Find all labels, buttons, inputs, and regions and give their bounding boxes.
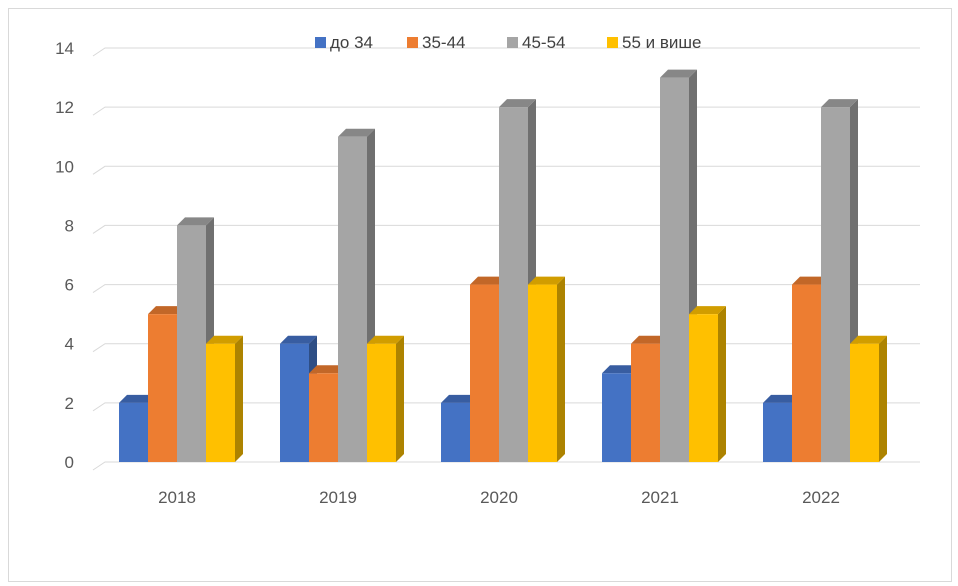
bar: [280, 335, 317, 462]
bar: [367, 335, 404, 462]
y-tick-label: 4: [65, 335, 74, 354]
x-tick-label: 2020: [480, 488, 518, 507]
legend-swatch: [607, 37, 618, 48]
y-tick-label: 2: [65, 394, 74, 413]
gridline: [92, 284, 920, 293]
legend-label: 45-54: [522, 33, 565, 52]
bar: [499, 99, 536, 463]
bars: [119, 69, 887, 463]
y-tick-label: 10: [55, 157, 74, 176]
y-axis: 0 2 4 6 8 10 12 14: [55, 39, 74, 472]
legend-item: до 34: [315, 33, 373, 52]
legend-item: 55 и више: [607, 33, 701, 52]
gridline: [92, 47, 920, 57]
legend-label: до 34: [330, 33, 373, 52]
y-tick-label: 12: [55, 98, 74, 117]
x-tick-label: 2019: [319, 488, 357, 507]
gridline: [92, 461, 920, 471]
gridline: [92, 106, 920, 116]
legend-label: 35-44: [422, 33, 465, 52]
legend-item: 35-44: [407, 33, 465, 52]
gridline: [92, 224, 920, 234]
bar: [528, 276, 565, 462]
x-tick-label: 2018: [158, 488, 196, 507]
legend-label: 55 и више: [622, 33, 701, 52]
legend-swatch: [407, 37, 418, 48]
x-tick-label: 2022: [802, 488, 840, 507]
legend-swatch: [507, 37, 518, 48]
bar: [850, 335, 887, 462]
legend-item: 45-54: [507, 33, 565, 52]
x-tick-label: 2021: [641, 488, 679, 507]
y-tick-label: 6: [65, 276, 74, 295]
legend-swatch: [315, 37, 326, 48]
bar: [206, 335, 243, 462]
y-tick-label: 14: [55, 39, 74, 58]
x-axis: 2018 2019 2020 2021 2022: [158, 488, 840, 507]
y-tick-label: 0: [65, 453, 74, 472]
y-tick-label: 8: [65, 216, 74, 235]
gridline: [92, 165, 920, 175]
bar: [689, 306, 726, 462]
legend: до 34 35-44 45-54 55 и више: [315, 33, 701, 52]
